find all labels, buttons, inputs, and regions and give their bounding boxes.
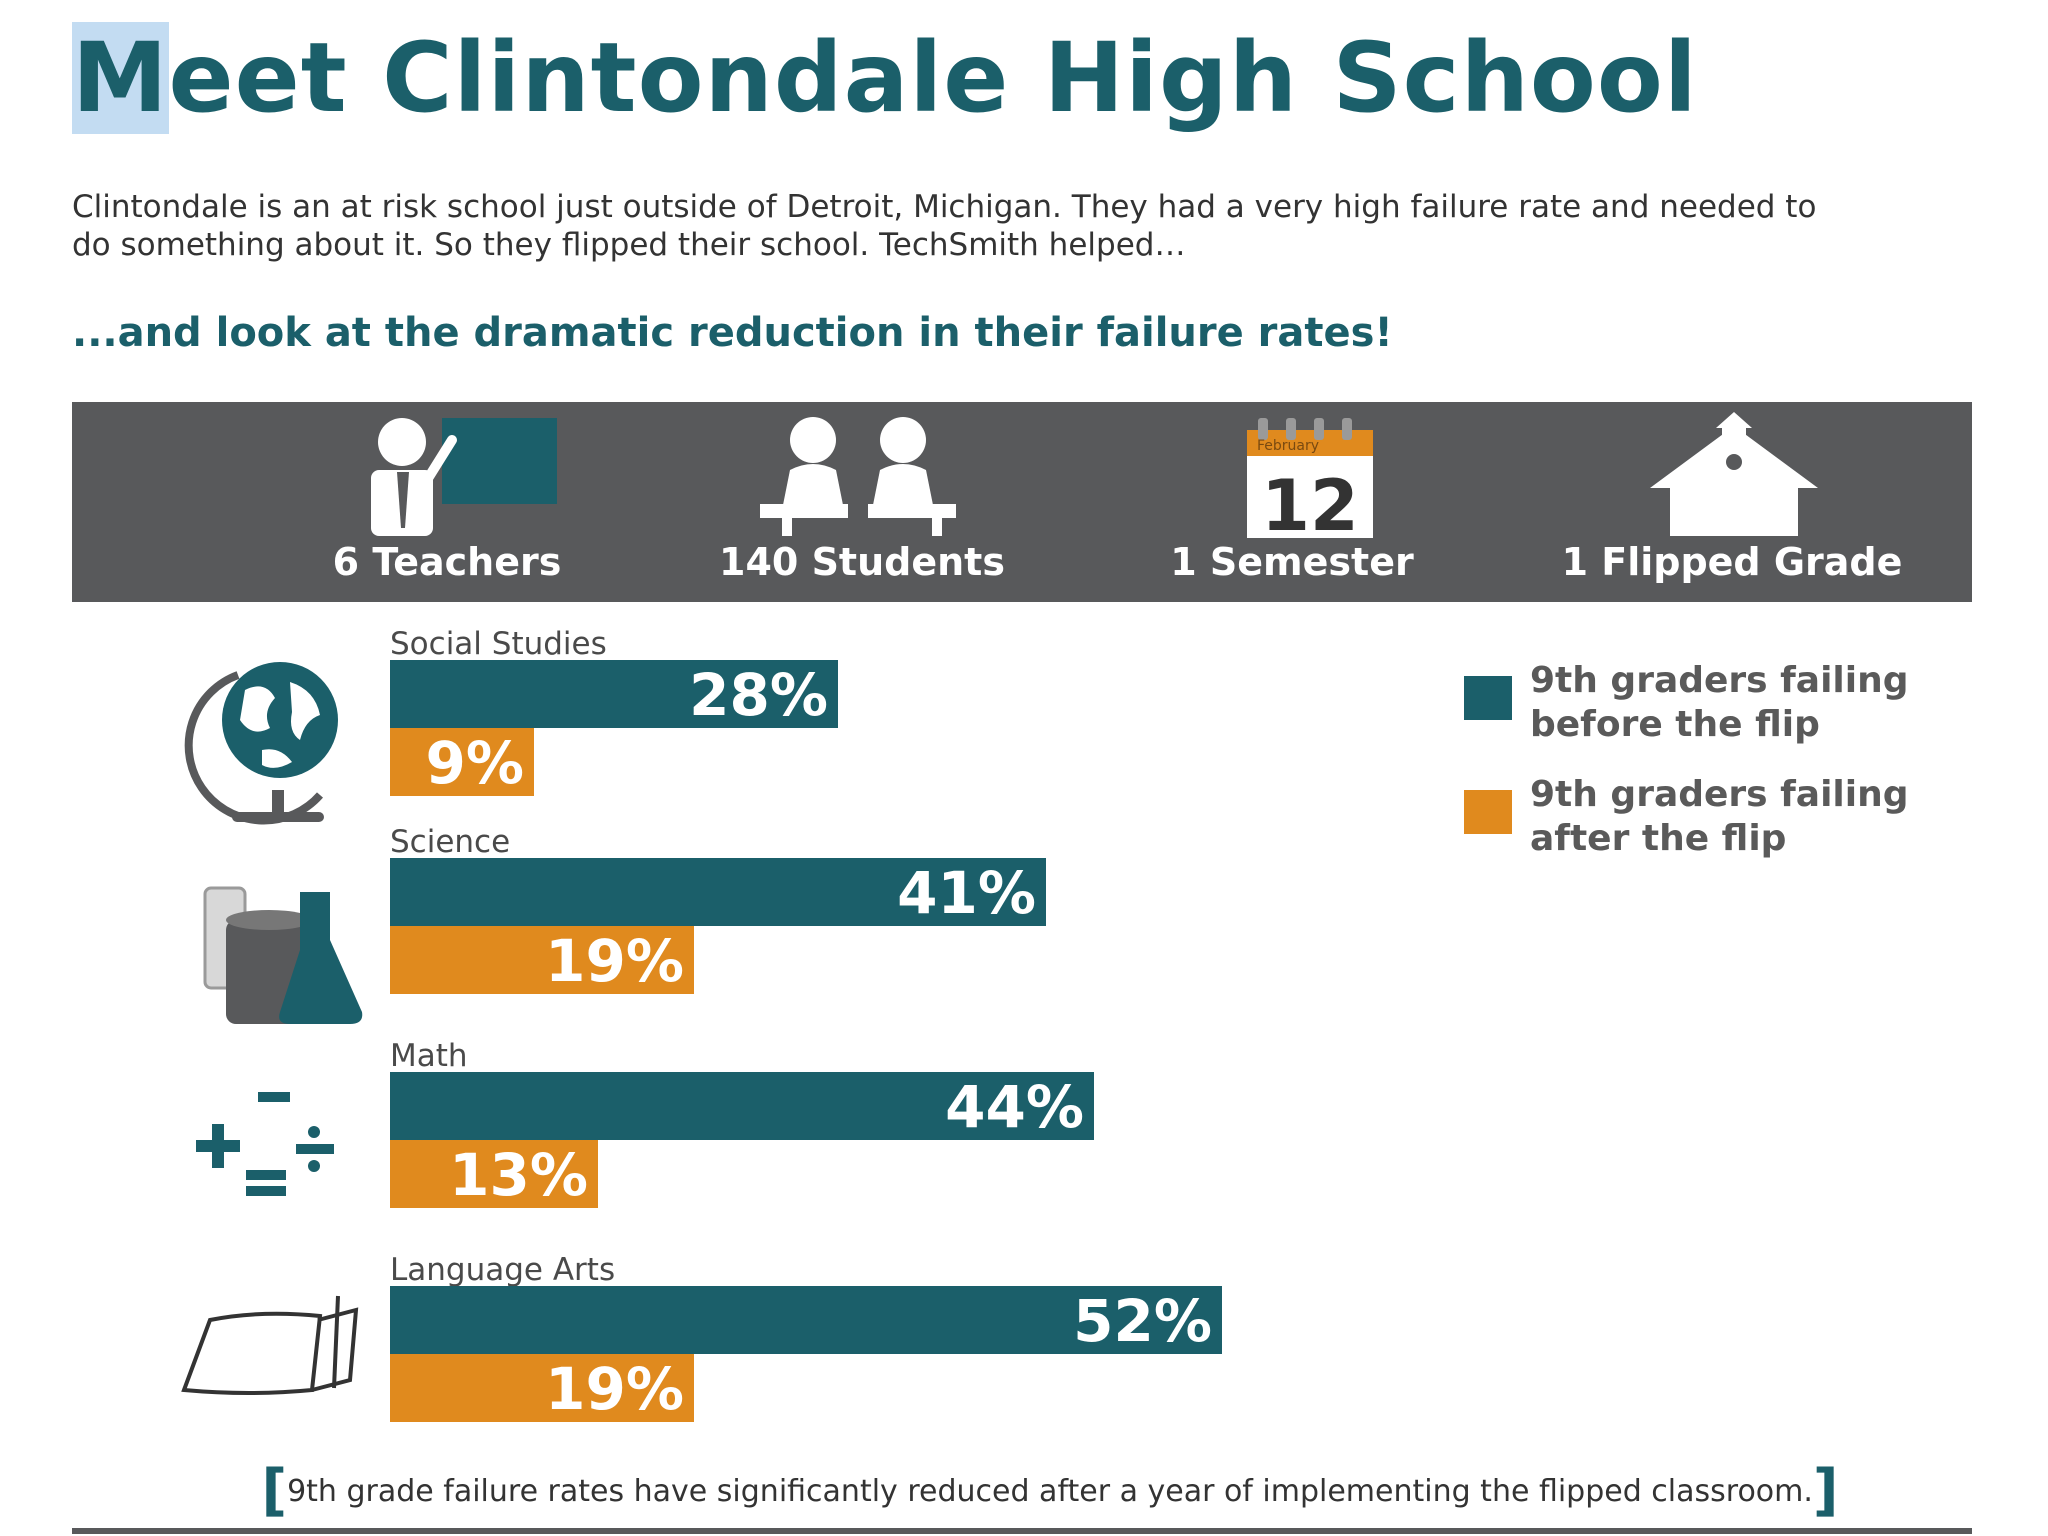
stat-label: 6 Teachers xyxy=(332,540,562,584)
value-label: 13% xyxy=(449,1141,588,1209)
legend-before-line2: before the flip xyxy=(1530,704,1820,745)
stat-teachers: 6 Teachers xyxy=(267,402,627,602)
value-label: 44% xyxy=(945,1073,1084,1141)
bar-before xyxy=(390,858,1046,926)
footnote-close-bracket: ] xyxy=(1812,1458,1839,1523)
category-label: Social Studies xyxy=(390,626,607,662)
failure-rate-chart: Social Studies 28% 9% Science 41% 19% Math 44% 1… xyxy=(181,626,1909,1423)
category-label: Math xyxy=(390,1038,468,1074)
page-title: Meet Clintondale High School xyxy=(72,22,1698,134)
globe-icon xyxy=(184,662,338,825)
beakers-icon xyxy=(203,886,363,1024)
schoolhouse-icon xyxy=(1650,412,1818,536)
bar-after xyxy=(390,1140,598,1208)
bar-after xyxy=(390,1354,694,1422)
stat-flipped-grade: 1 Flipped Grade xyxy=(1552,402,1912,602)
calendar-month: February xyxy=(1257,438,1319,454)
stat-students: 140 Students xyxy=(682,402,1042,602)
calendar-icon: February 12 xyxy=(1247,418,1373,540)
math-symbols-icon xyxy=(196,1092,334,1196)
legend-swatch-after xyxy=(1464,790,1512,834)
legend-after-line1: 9th graders failing xyxy=(1530,774,1909,815)
bar-before xyxy=(390,1072,1094,1140)
bar-after xyxy=(390,926,694,994)
legend-after-line2: after the flip xyxy=(1530,818,1786,859)
intro-paragraph: Clintondale is an at risk school just ou… xyxy=(72,189,1817,263)
legend-swatch-before xyxy=(1464,676,1512,720)
bar-after xyxy=(390,728,534,796)
value-label: 28% xyxy=(689,661,828,729)
value-label: 41% xyxy=(897,859,1036,927)
footnote: [9th grade failure rates have significan… xyxy=(150,1458,1950,1523)
students-icon xyxy=(760,417,956,536)
teacher-icon xyxy=(371,418,557,536)
stat-label: 140 Students xyxy=(719,540,1005,584)
legend: 9th graders failing before the flip 9th … xyxy=(1464,660,1909,859)
value-label: 52% xyxy=(1073,1287,1212,1355)
category-label: Language Arts xyxy=(390,1252,615,1288)
title-rest: eet Clintondale High School xyxy=(168,22,1698,134)
bottom-rule xyxy=(72,1528,1972,1534)
legend-before-line1: 9th graders failing xyxy=(1530,660,1909,701)
value-label: 19% xyxy=(545,927,684,995)
bar-before xyxy=(390,1286,1222,1354)
bars-layer: Social Studies 28% 9% Science 41% 19% Math 44% 1… xyxy=(390,626,1222,1423)
stats-band: 6 Teachers 140 Students February 12 1 Se… xyxy=(72,402,1972,602)
book-icon xyxy=(181,1295,359,1395)
stat-semester: February 12 1 Semester xyxy=(1112,402,1472,602)
value-label: 9% xyxy=(426,729,524,797)
stat-label: 1 Flipped Grade xyxy=(1561,540,1903,584)
calendar-day: 12 xyxy=(1261,465,1358,540)
stat-label: 1 Semester xyxy=(1170,540,1414,584)
footnote-text: 9th grade failure rates have significant… xyxy=(287,1474,1813,1509)
value-label: 19% xyxy=(545,1355,684,1423)
category-label: Science xyxy=(390,824,510,860)
footnote-open-bracket: [ xyxy=(261,1458,288,1523)
bar-before xyxy=(390,660,838,728)
title-first-letter: M xyxy=(72,22,169,134)
tagline: ...and look at the dramatic reduction in… xyxy=(72,310,1393,356)
